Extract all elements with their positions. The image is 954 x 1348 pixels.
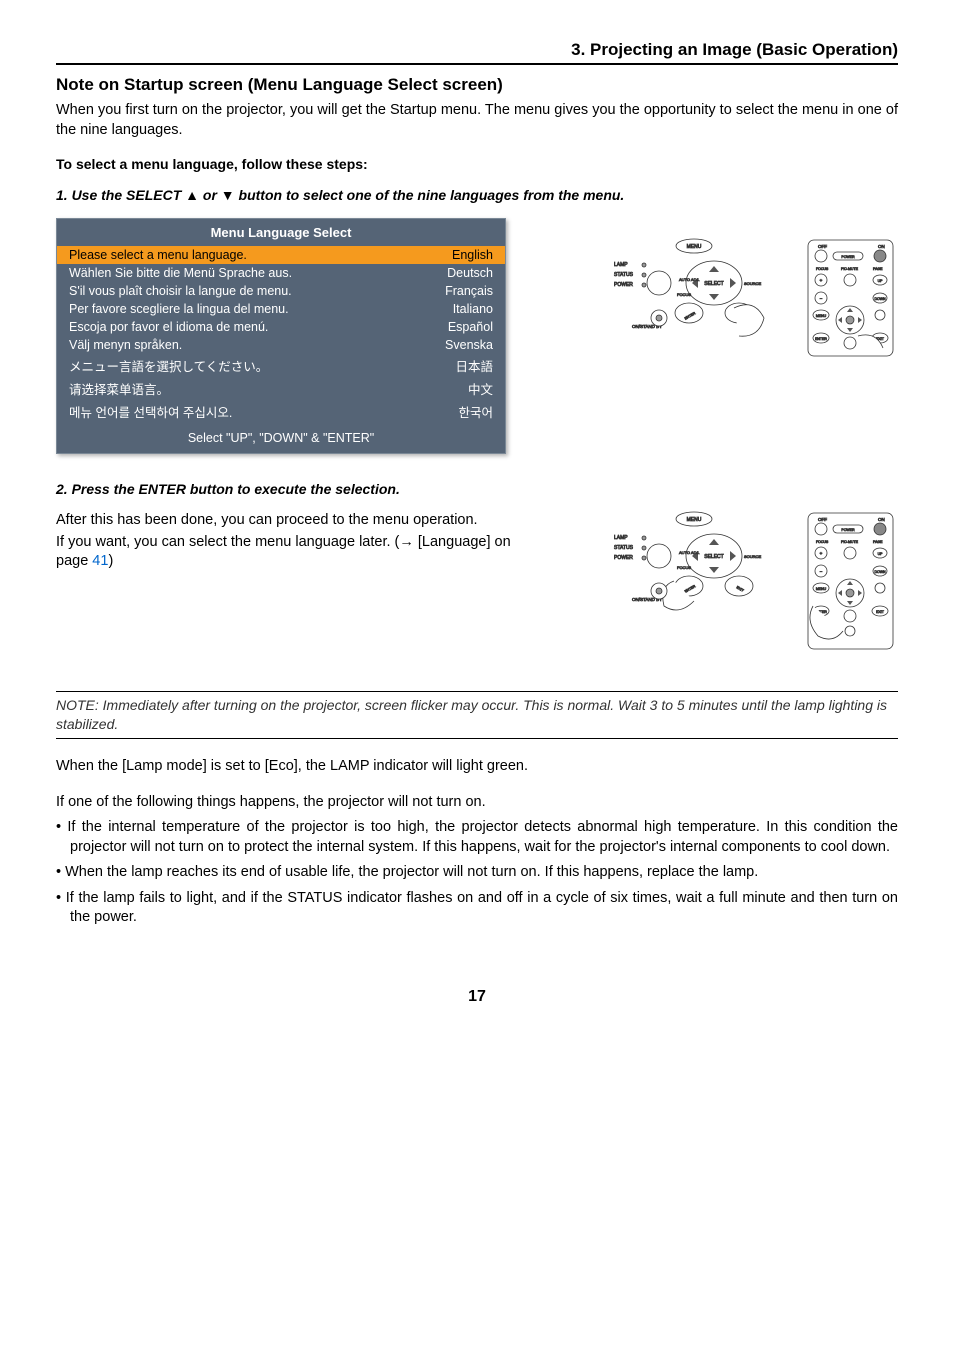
menu-row-lang: Français (445, 284, 493, 298)
svg-text:PAGE: PAGE (873, 267, 883, 271)
not-turn-on-line: If one of the following things happens, … (56, 793, 898, 813)
menu-row: メニュー言語を選択してください。 日本語 (57, 354, 505, 377)
svg-text:EXIT: EXIT (876, 610, 885, 614)
menu-row: S'il vous plaît choisir la langue de men… (57, 282, 505, 300)
svg-text:MENU: MENU (816, 314, 827, 318)
menu-row-lang: 한국어 (458, 402, 493, 421)
svg-text:DOWN: DOWN (874, 297, 886, 301)
step-1: 1. Use the SELECT ▲ or ▼ button to selec… (56, 186, 898, 206)
menu-row: 请选择菜单语言。 中文 (57, 377, 505, 400)
intro-text: When you first turn on the projector, yo… (56, 101, 898, 140)
svg-text:PAGE: PAGE (873, 540, 883, 544)
menu-row-lang: Deutsch (447, 266, 493, 280)
menu-title: Menu Language Select (57, 219, 505, 246)
menu-row: Wählen Sie bitte die Menü Sprache aus. De… (57, 264, 505, 282)
remote-diagram-2: OFF ON POWER FOCUS PIC-MUTE PAGE + UP − … (803, 511, 898, 651)
svg-text:POWER: POWER (841, 528, 855, 532)
after-step2-text1: After this has been done, you can procee… (56, 511, 526, 531)
menu-row-lang: English (452, 248, 493, 262)
list-item: If the lamp fails to light, and if the S… (56, 889, 898, 928)
menu-row-prompt: 请选择菜单语言。 (69, 379, 169, 398)
list-item: If the internal temperature of the proje… (56, 818, 898, 857)
page-link-41[interactable]: 41 (92, 553, 108, 569)
menu-row-prompt: 메뉴 언어를 선택하여 주십시오. (69, 402, 232, 421)
remote-diagram: OFF ON POWER FOCUS PIC-MUTE PAGE + UP − … (803, 238, 898, 358)
menu-language-select-box: Menu Language Select Please select a men… (56, 218, 506, 454)
after2-b: ) (108, 553, 113, 569)
svg-text:PIC-MUTE: PIC-MUTE (841, 267, 859, 271)
projector-panel-diagram: MENU LAMP STATUS POWER SELECT AUTO ADJ. … (559, 238, 789, 348)
menu-row: Välj menyn språken. Svenska (57, 336, 505, 354)
menu-row-lang: Italiano (453, 302, 493, 316)
svg-text:OFF: OFF (818, 517, 827, 522)
bullet-list: If the internal temperature of the proje… (56, 818, 898, 928)
menu-row-lang: 中文 (468, 379, 493, 398)
menu-row-lang: Español (448, 320, 493, 334)
menu-row: Escoja por favor el idioma de menú. Españ… (57, 318, 505, 336)
svg-text:+: + (820, 551, 823, 556)
section-header: 3. Projecting an Image (Basic Operation) (56, 40, 898, 65)
menu-row: Please select a menu language. English (57, 246, 505, 264)
step-2: 2. Press the ENTER button to execute the… (56, 480, 898, 500)
svg-text:POWER: POWER (841, 255, 855, 259)
sub-heading: To select a menu language, follow these … (56, 156, 898, 172)
svg-text:AUTO ADJ.: AUTO ADJ. (679, 277, 700, 282)
svg-text:FOCUS: FOCUS (677, 292, 691, 297)
svg-text:FOCUS: FOCUS (677, 565, 691, 570)
svg-text:OFF: OFF (818, 244, 827, 249)
menu-row-prompt: Please select a menu language. (69, 248, 247, 262)
svg-text:SOURCE: SOURCE (744, 554, 761, 559)
svg-text:SOURCE: SOURCE (744, 281, 761, 286)
svg-text:STATUS: STATUS (614, 545, 634, 551)
svg-text:ENTER: ENTER (815, 337, 827, 341)
svg-text:+: + (820, 278, 823, 283)
svg-text:LAMP: LAMP (614, 535, 628, 541)
menu-row-prompt: Per favore scegliere la lingua del menu. (69, 302, 289, 316)
menu-row-prompt: Välj menyn språken. (69, 338, 182, 352)
note-box: NOTE: Immediately after turning on the p… (56, 691, 898, 739)
menu-row-prompt: メニュー言語を選択してください。 (69, 356, 268, 375)
svg-text:ON: ON (878, 517, 885, 522)
after-step2-text2: If you want, you can select the menu lan… (56, 533, 526, 572)
page-title: Note on Startup screen (Menu Language Se… (56, 75, 898, 95)
svg-text:UP: UP (878, 279, 884, 283)
menu-row: 메뉴 언어를 선택하여 주십시오. 한국어 (57, 400, 505, 423)
svg-text:DOWN: DOWN (874, 570, 886, 574)
svg-text:FOCUS: FOCUS (816, 267, 829, 271)
list-item: When the lamp reaches its end of usable … (56, 863, 898, 883)
svg-text:MENU: MENU (687, 517, 702, 523)
diagram-group-1: MENU LAMP STATUS POWER SELECT AUTO ADJ. … (559, 218, 898, 358)
after2-a: If you want, you can select the menu lan… (56, 534, 511, 570)
page-number: 17 (56, 988, 898, 1006)
projector-panel-diagram-2: MENU LAMP STATUS POWER SELECT AUTO ADJ. … (559, 511, 789, 621)
svg-text:−: − (820, 569, 823, 574)
svg-text:MENU: MENU (687, 244, 702, 250)
menu-row-prompt: S'il vous plaît choisir la langue de men… (69, 284, 292, 298)
svg-text:MENU: MENU (816, 587, 827, 591)
diagram-group-2: MENU LAMP STATUS POWER SELECT AUTO ADJ. … (559, 511, 898, 651)
svg-text:PIC-MUTE: PIC-MUTE (841, 540, 859, 544)
menu-row-lang: Svenska (445, 338, 493, 352)
svg-text:AUTO ADJ.: AUTO ADJ. (679, 550, 700, 555)
menu-footer: Select "UP", "DOWN" & "ENTER" (57, 423, 505, 453)
svg-text:SELECT: SELECT (704, 554, 723, 560)
svg-text:ON: ON (878, 244, 885, 249)
svg-text:SELECT: SELECT (704, 281, 723, 287)
menu-row-prompt: Wählen Sie bitte die Menü Sprache aus. (69, 266, 292, 280)
svg-text:POWER: POWER (614, 282, 633, 288)
menu-row: Per favore scegliere la lingua del menu.… (57, 300, 505, 318)
svg-text:LAMP: LAMP (614, 262, 628, 268)
menu-row-prompt: Escoja por favor el idioma de menú. (69, 320, 268, 334)
svg-text:STATUS: STATUS (614, 272, 634, 278)
eco-line: When the [Lamp mode] is set to [Eco], th… (56, 757, 898, 777)
menu-row-lang: 日本語 (455, 356, 493, 375)
svg-text:UP: UP (878, 552, 884, 556)
svg-text:POWER: POWER (614, 555, 633, 561)
svg-text:−: − (820, 296, 823, 301)
svg-text:FOCUS: FOCUS (816, 540, 829, 544)
